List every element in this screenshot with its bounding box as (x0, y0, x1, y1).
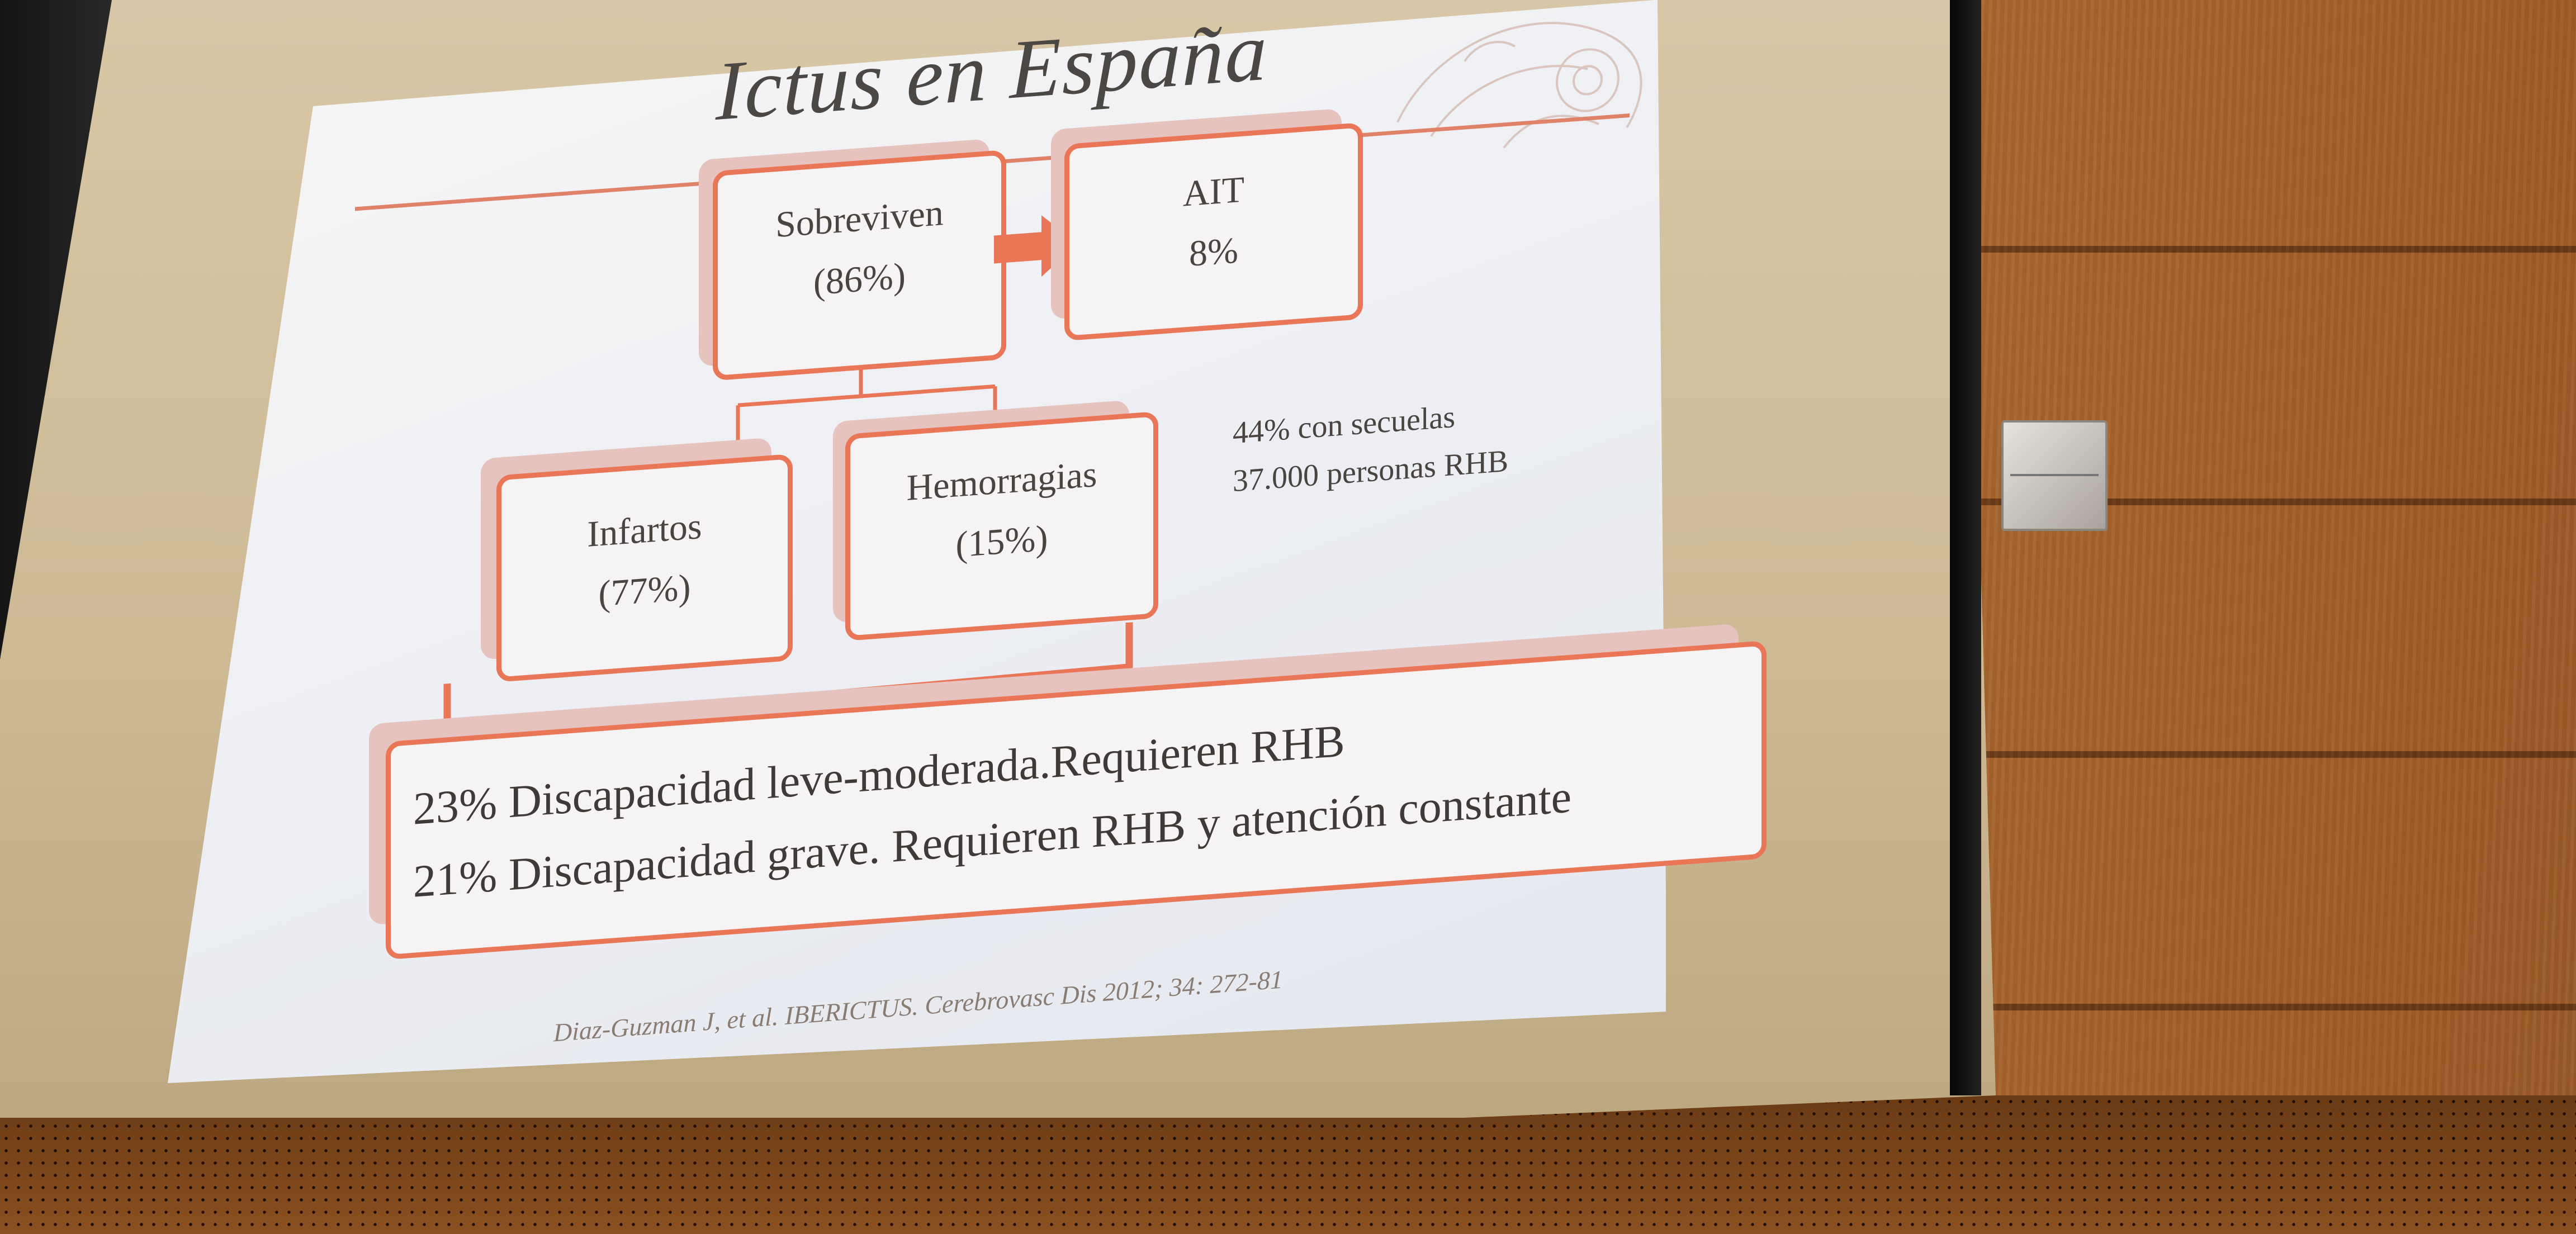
screen-frame-right (1950, 0, 1981, 1095)
slide-content: Ictus en España Sobreviven (86%) AIT 8% … (168, 0, 1767, 1084)
box-sobreviven: Sobreviven (86%) (713, 149, 1006, 381)
decorative-ornament-illustration (1396, 22, 1642, 149)
perforated-acoustic-panel (0, 1095, 2576, 1234)
stats-text: 44% con secuelas 37.000 personas RHB (1233, 389, 1508, 505)
box-ait: AIT 8% (1064, 122, 1363, 341)
wall-switch-plate (2001, 420, 2108, 531)
